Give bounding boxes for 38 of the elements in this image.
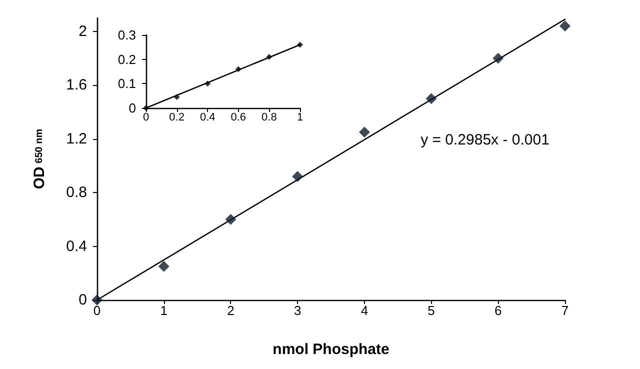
x-tick-label: 7 <box>561 303 569 318</box>
x-tick-label: 0.4 <box>200 112 216 124</box>
x-tick-label: 0.6 <box>230 112 246 124</box>
point <box>292 170 304 182</box>
point <box>158 260 170 272</box>
point <box>426 93 437 104</box>
y-tick-label: 1.2 <box>66 130 87 148</box>
y-tick-label: 2 <box>78 22 87 40</box>
point <box>225 214 236 225</box>
annotation: y = 0.2985x - 0.001 <box>420 132 550 148</box>
point <box>204 80 211 87</box>
y-tick-label: 0.4 <box>66 238 87 255</box>
x-tick-label: 0 <box>93 303 101 318</box>
y-tick-label: 0.8 <box>66 184 87 202</box>
x-tick-label: 5 <box>428 303 435 318</box>
point <box>235 66 242 72</box>
y-tick-label: 0.2 <box>118 52 136 67</box>
point <box>266 54 272 60</box>
point <box>92 294 102 306</box>
x-tick-label: 2 <box>227 303 234 318</box>
point <box>358 126 370 138</box>
x-tick-label: 3 <box>294 303 302 318</box>
x-tick-label: 0.8 <box>262 112 277 124</box>
y-axis-title: OD650 nm <box>31 128 48 190</box>
point <box>174 94 180 100</box>
x-tick-label: 1 <box>160 303 168 318</box>
x-axis-title: nmol Phosphate <box>272 341 390 358</box>
x-tick-label: 6 <box>494 303 502 318</box>
x-tick-label: 0 <box>142 112 150 124</box>
y-tick-label: 0.1 <box>118 76 136 92</box>
y-tick-label: 1.6 <box>66 76 87 94</box>
point <box>492 52 504 64</box>
point <box>560 20 570 32</box>
x-tick-label: 1 <box>296 112 304 124</box>
x-tick-label: 4 <box>360 303 368 318</box>
point <box>297 42 303 48</box>
y-tick-label: 0.3 <box>118 28 136 42</box>
x-tick-label: 0.2 <box>169 112 184 124</box>
